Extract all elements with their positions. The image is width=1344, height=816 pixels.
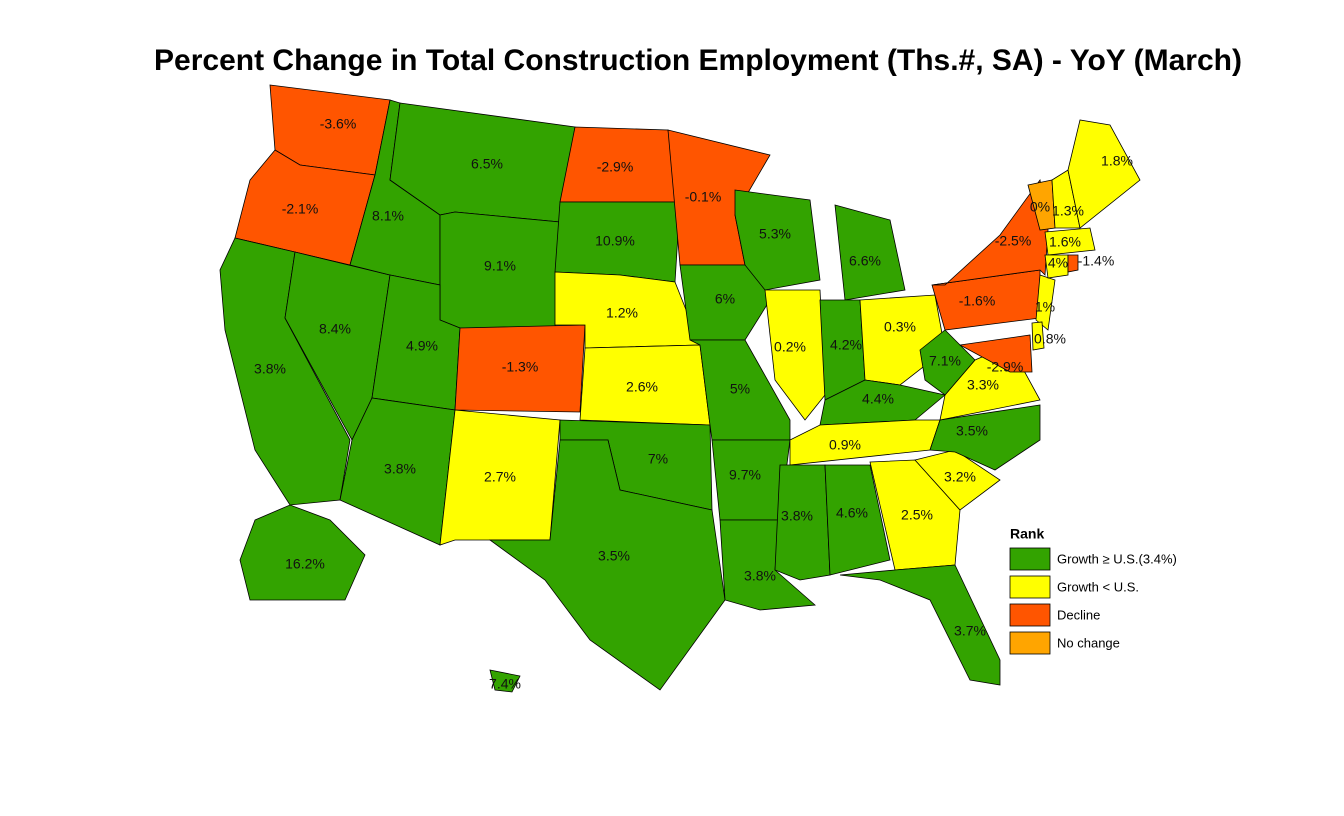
state-label: 4.4% — [862, 391, 894, 407]
state-shape — [958, 334, 1033, 373]
state-label: 3.3% — [967, 377, 999, 393]
state-label: 0.3% — [884, 319, 916, 335]
state-label: 0.8% — [1034, 331, 1066, 347]
state-label: -3.6% — [320, 116, 357, 132]
state-label: 2.6% — [626, 379, 658, 395]
state-label: 3.8% — [781, 508, 813, 524]
legend: Growth ≥ U.S.(3.4%) Growth < U.S. Decline N… — [1009, 547, 1177, 655]
state-label: 4.2% — [830, 337, 862, 353]
legend-label: No change — [1057, 635, 1120, 650]
state-label: 4.9% — [406, 338, 438, 354]
state-shape — [489, 669, 521, 693]
state-label: 3.7% — [954, 623, 986, 639]
state-label: 3.8% — [254, 361, 286, 377]
state-shape — [1031, 321, 1045, 351]
state-shape — [774, 464, 831, 581]
state-label: -2.1% — [282, 201, 319, 217]
state-shape — [1067, 119, 1141, 229]
legend-label: Growth < U.S. — [1057, 579, 1139, 594]
state-label: 3.2% — [944, 469, 976, 485]
state-label: 7.1% — [929, 353, 961, 369]
state-label: 1.8% — [1101, 153, 1133, 169]
state-shape — [454, 324, 586, 413]
legend-swatch — [1009, 547, 1051, 571]
state-label: 5.3% — [759, 226, 791, 242]
state-shape — [488, 439, 726, 691]
state-label: 16.2% — [285, 556, 325, 572]
state-label: 2.7% — [484, 469, 516, 485]
state-label: 10.9% — [595, 233, 635, 249]
legend-swatch — [1009, 575, 1051, 599]
state-label: 0% — [1030, 199, 1050, 215]
state-label: 3.8% — [384, 461, 416, 477]
state-label: 7% — [648, 451, 668, 467]
state-shape — [824, 464, 891, 576]
state-label: 3.8% — [744, 568, 776, 584]
state-shape — [931, 178, 1049, 286]
state-label: 3.5% — [598, 548, 630, 564]
legend-title: Rank — [1010, 526, 1044, 542]
state-label: -1.4% — [1078, 253, 1115, 269]
state-label: 1.2% — [606, 305, 638, 321]
state-label: 5% — [730, 381, 750, 397]
state-shape — [1044, 254, 1069, 279]
state-label: 7.4% — [489, 676, 521, 692]
state-label: 1.3% — [1052, 203, 1084, 219]
state-label: 9.7% — [729, 467, 761, 483]
state-label: -2.5% — [995, 233, 1032, 249]
legend-swatch — [1009, 603, 1051, 627]
state-label: 6% — [715, 291, 735, 307]
state-shape — [839, 564, 1001, 686]
state-label: 6.5% — [471, 156, 503, 172]
state-shape — [239, 504, 366, 601]
state-label: 4.6% — [836, 505, 868, 521]
labels: -3.6% -2.1% 3.8% 8.4% 8.1% 6.5% 9.1% 4.9% 3.8% -1… — [254, 116, 1133, 692]
state-label: -2.9% — [987, 359, 1024, 375]
state-label: 9.1% — [484, 258, 516, 274]
map-title: Percent Change in Total Construction Emp… — [154, 44, 1242, 77]
state-label: 6.6% — [849, 253, 881, 269]
state-label: -2.9% — [597, 159, 634, 175]
legend-swatch — [1009, 631, 1051, 655]
state-label: 0.9% — [829, 437, 861, 453]
state-label: 2.5% — [901, 507, 933, 523]
state-label: 0.2% — [774, 339, 806, 355]
states — [219, 84, 1141, 693]
state-label: -0.1% — [685, 189, 722, 205]
state-label: -1.6% — [959, 293, 996, 309]
state-label: 4% — [1048, 255, 1068, 271]
state-label: -1.3% — [502, 359, 539, 375]
state-shape — [1067, 254, 1079, 273]
state-shape — [869, 459, 961, 571]
state-shape — [1044, 227, 1096, 256]
state-shape — [339, 397, 456, 546]
state-label: 8.4% — [319, 321, 351, 337]
state-shape — [764, 289, 826, 421]
state-shape — [834, 204, 906, 301]
state-shape — [1035, 274, 1056, 331]
state-label: 3.5% — [956, 423, 988, 439]
state-label: 8.1% — [372, 208, 404, 224]
legend-label: Decline — [1057, 607, 1100, 622]
legend-label: Growth ≥ U.S.(3.4%) — [1057, 551, 1177, 566]
state-label: 1% — [1035, 299, 1055, 315]
state-label: 1.6% — [1049, 234, 1081, 250]
state-shape — [914, 449, 1001, 511]
